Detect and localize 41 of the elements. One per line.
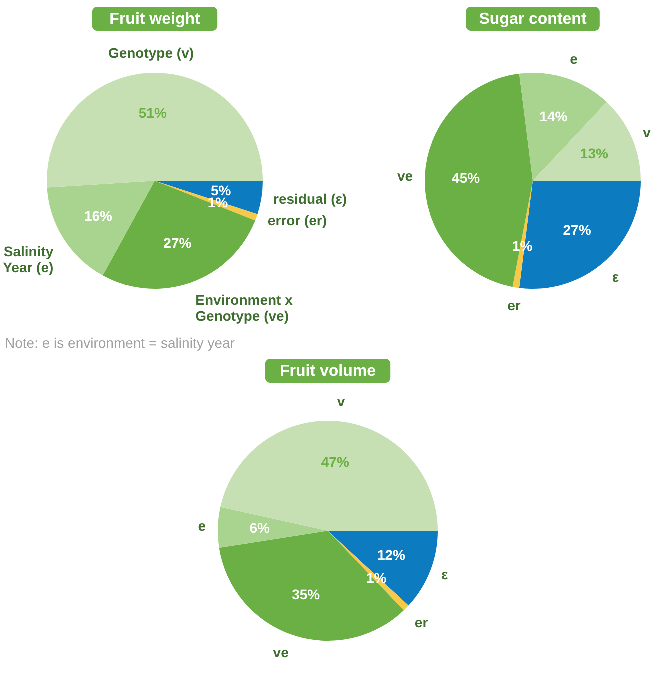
data-label: 1% <box>512 238 534 254</box>
data-label: 6% <box>250 520 270 536</box>
slice-label: er <box>414 614 429 631</box>
pie-slice <box>218 507 328 548</box>
data-label: 12% <box>377 546 406 563</box>
data-label: 47% <box>321 454 350 470</box>
data-label: 35% <box>292 586 321 603</box>
slice-label: Genotype (v) <box>108 45 194 62</box>
chart-title: Fruit weight <box>110 11 201 28</box>
data-label: 51% <box>138 105 168 122</box>
pie-slice <box>155 181 263 214</box>
pie-slice <box>512 181 533 288</box>
slice-label: residual (ε) <box>274 190 348 207</box>
data-label: 13% <box>580 145 610 162</box>
slice-label: Salinity Year (e) <box>3 243 54 276</box>
pie-slice <box>519 73 607 181</box>
slice-label: ve <box>273 644 290 661</box>
slice-label: ε <box>612 269 620 286</box>
data-label: 27% <box>563 222 592 238</box>
pie-slice <box>533 102 641 181</box>
slice-label: Environment x Genotype (ve) <box>196 292 294 324</box>
data-label: 27% <box>164 235 192 251</box>
slice-label: e <box>198 518 206 534</box>
slice-label: error (er) <box>268 212 328 229</box>
slice-label: ε <box>442 566 449 582</box>
pie-slice <box>425 74 533 288</box>
data-label: 16% <box>84 208 114 224</box>
data-label: 45% <box>452 170 481 186</box>
chart-title: Fruit volume <box>280 363 376 380</box>
data-label: 14% <box>540 108 568 124</box>
pie-slice <box>328 531 438 606</box>
chart-title: Sugar content <box>479 11 588 28</box>
slice-label: ve <box>397 168 414 184</box>
data-label: 5% <box>211 182 232 198</box>
text: Note: e is environment = salinity year <box>5 335 236 351</box>
slice-label: v <box>337 394 346 410</box>
slice-label: e <box>570 50 578 67</box>
slice-label: er <box>508 298 522 314</box>
slice-label: v <box>643 124 652 140</box>
pie-slice <box>328 531 409 611</box>
data-label: 1% <box>366 570 388 586</box>
